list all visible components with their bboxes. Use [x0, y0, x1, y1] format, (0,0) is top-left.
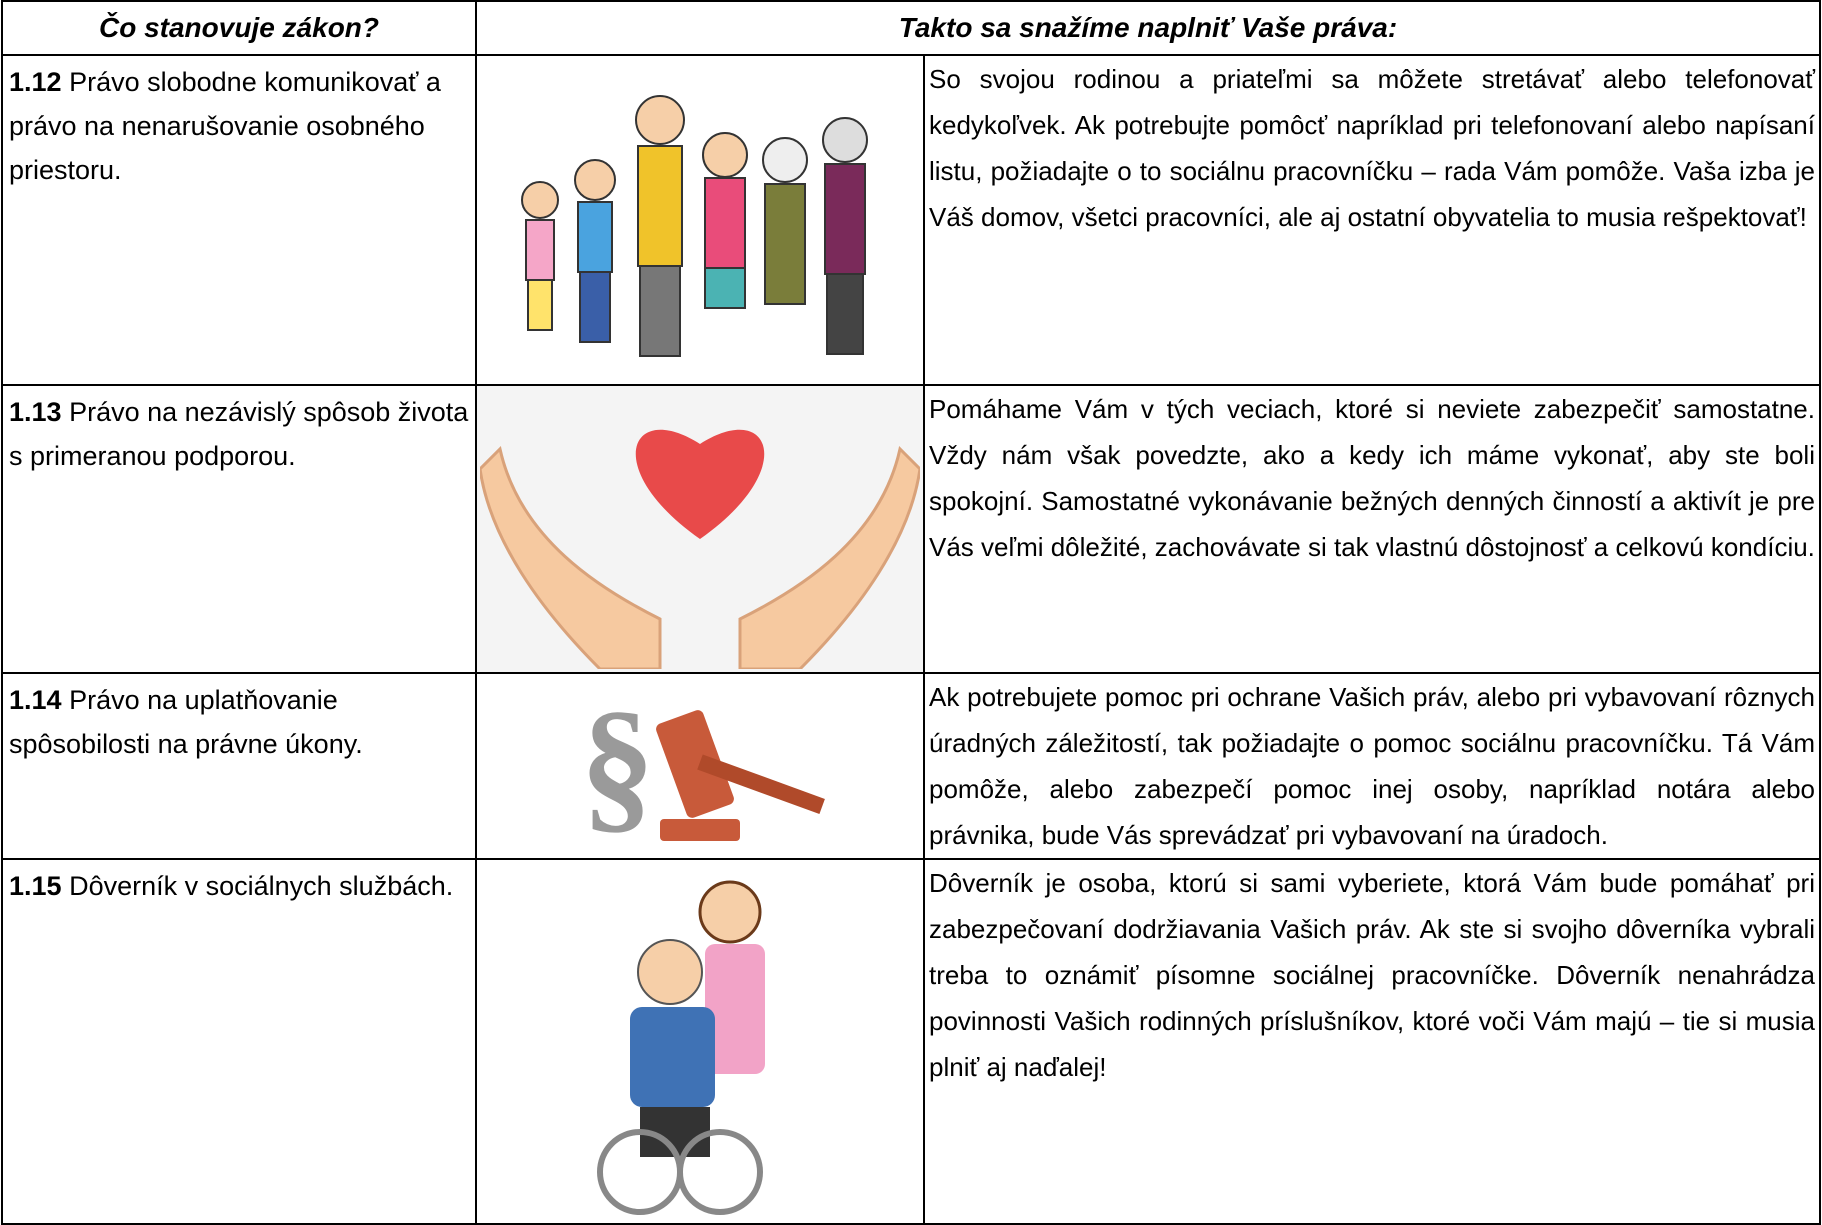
- law-cell: 1.14 Právo na uplatňovanie spôsobilosti …: [1, 672, 477, 860]
- gavel-illustration: §: [580, 684, 825, 847]
- description: So svojou rodinou a priateľmi sa môžete …: [923, 54, 1821, 386]
- law-text: Právo slobodne komunikovať a právo na ne…: [9, 67, 441, 185]
- description: Dôverník je osoba, ktorú si sami vyberie…: [923, 858, 1821, 1225]
- row: 1.12 Právo slobodne komunikovať a právo …: [1, 54, 1821, 386]
- law-text: Dôverník v sociálnych službách.: [69, 871, 454, 901]
- image-cell: [475, 384, 925, 674]
- law-text: Právo na nezávislý spôsob života s prime…: [9, 397, 469, 471]
- image-cell: [475, 858, 925, 1225]
- law-number: 1.14: [9, 685, 62, 715]
- header-row: Čo stanovuje zákon? Takto sa snažíme nap…: [1, 0, 1821, 56]
- law-cell: 1.12 Právo slobodne komunikovať a právo …: [1, 54, 477, 386]
- image-cell: §: [475, 672, 925, 860]
- law-text: Právo na uplatňovanie spôsobilosti na pr…: [9, 685, 363, 759]
- column-header: Čo stanovuje zákon?: [1, 0, 477, 56]
- description: Pomáhame Vám v tých veciach, ktoré si ne…: [923, 384, 1821, 674]
- family-illustration: [521, 95, 868, 357]
- law-cell: 1.15 Dôverník v sociálnych službách.: [1, 858, 477, 1225]
- heart-hands-illustration: [480, 429, 920, 669]
- law-number: 1.12: [9, 67, 62, 97]
- row: 1.14 Právo na uplatňovanie spôsobilosti …: [1, 672, 1821, 860]
- law-number: 1.15: [9, 871, 62, 901]
- image-cell: [475, 54, 925, 386]
- row: 1.15 Dôverník v sociálnych službách. Dôv…: [1, 858, 1821, 1225]
- law-cell: 1.13 Právo na nezávislý spôsob života s …: [1, 384, 477, 674]
- column-header: Takto sa snažíme naplniť Vaše práva:: [475, 0, 1821, 56]
- description: Ak potrebujete pomoc pri ochrane Vašich …: [923, 672, 1821, 860]
- caregiver-illustration: [597, 880, 765, 1215]
- row: 1.13 Právo na nezávislý spôsob života s …: [1, 384, 1821, 674]
- svg-text:§: §: [580, 684, 655, 847]
- law-number: 1.13: [9, 397, 62, 427]
